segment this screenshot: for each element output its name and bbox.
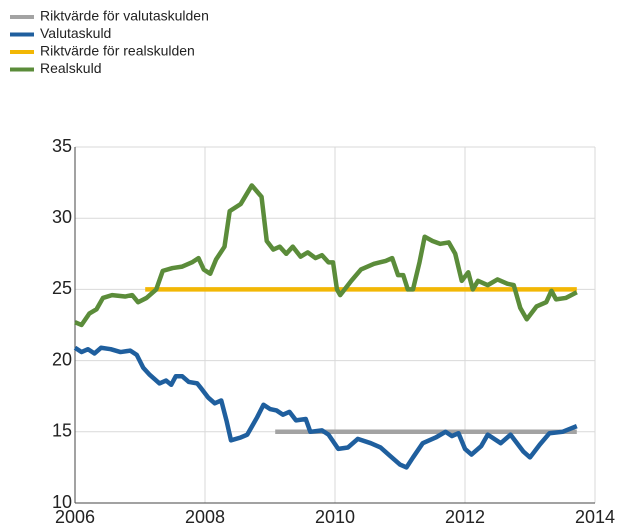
x-tick-label: 2008 bbox=[185, 507, 225, 526]
legend-label: Riktvärde för valutaskulden bbox=[40, 8, 209, 24]
legend-swatch bbox=[10, 50, 34, 54]
y-tick-label: 10 bbox=[52, 492, 72, 512]
legend-swatch bbox=[10, 32, 34, 37]
x-tick-label: 2014 bbox=[575, 507, 615, 526]
legend-label: Realskuld bbox=[40, 60, 101, 76]
y-tick-label: 30 bbox=[52, 207, 72, 227]
legend-label: Valutaskuld bbox=[40, 25, 111, 41]
x-tick-label: 2012 bbox=[445, 507, 485, 526]
y-tick-label: 25 bbox=[52, 278, 72, 298]
y-tick-label: 20 bbox=[52, 349, 72, 369]
line bbox=[74, 183, 578, 328]
y-tick-label: 35 bbox=[52, 136, 72, 156]
legend-swatch bbox=[10, 15, 34, 19]
line bbox=[73, 345, 578, 470]
legend-swatch bbox=[10, 67, 34, 72]
legend-label: Riktvärde för realskulden bbox=[40, 43, 195, 59]
y-tick-label: 15 bbox=[52, 421, 72, 441]
x-tick-label: 2010 bbox=[315, 507, 355, 526]
x-tick-label: 2006 bbox=[55, 507, 95, 526]
